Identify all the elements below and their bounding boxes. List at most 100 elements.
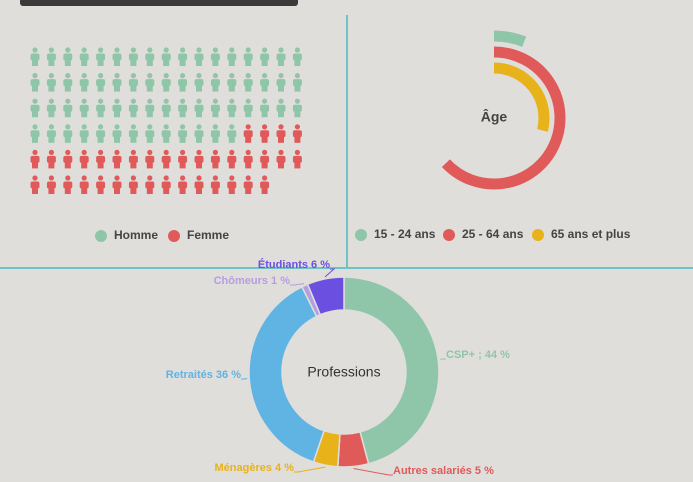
icon-body <box>30 181 40 189</box>
icon-head <box>278 73 284 79</box>
icon-body <box>178 155 188 163</box>
person-icon <box>161 149 171 169</box>
icon-head <box>32 124 38 130</box>
icon-body <box>79 79 89 87</box>
icon-head <box>262 98 268 104</box>
icon-head <box>130 175 136 181</box>
icon-body <box>227 155 237 163</box>
data-label: Ménagères 4 % <box>215 462 295 474</box>
icon-body <box>210 53 220 61</box>
icon-legs <box>146 110 153 118</box>
person-icon <box>161 98 171 118</box>
icon-body <box>112 130 122 138</box>
icon-body <box>96 79 106 87</box>
person-icon <box>79 98 89 118</box>
icon-head <box>180 124 186 130</box>
person-icon <box>210 124 220 143</box>
icon-head <box>229 98 235 104</box>
icon-head <box>81 175 87 181</box>
leader-line <box>290 283 305 286</box>
icon-body <box>292 104 302 112</box>
person-icon <box>46 175 56 194</box>
icon-head <box>130 149 136 155</box>
icon-body <box>128 53 138 61</box>
icon-legs <box>294 161 301 169</box>
icon-legs <box>130 110 137 118</box>
icon-head <box>212 73 218 79</box>
person-icon <box>46 47 56 66</box>
icon-body <box>194 104 204 112</box>
icon-legs <box>32 110 38 118</box>
icon-body <box>292 53 302 61</box>
icon-legs <box>64 110 71 118</box>
person-icon <box>161 175 171 194</box>
legend-label: 15 - 24 ans <box>374 227 436 241</box>
icon-head <box>48 149 55 155</box>
person-icon <box>194 98 204 118</box>
icon-body <box>243 130 253 138</box>
icon-head <box>294 149 300 155</box>
icon-head <box>81 47 87 53</box>
radial-bar <box>493 62 550 132</box>
icon-body <box>145 79 155 87</box>
person-icon <box>260 47 270 66</box>
icon-head <box>278 124 284 130</box>
person-icon <box>96 73 106 92</box>
icon-head <box>130 124 136 130</box>
icon-legs <box>64 161 71 169</box>
icon-legs <box>130 59 137 66</box>
radial-bar <box>493 30 527 47</box>
person-icon <box>276 149 286 169</box>
person-icon <box>227 98 237 118</box>
icon-legs <box>228 84 235 92</box>
person-icon <box>30 98 40 118</box>
icon-head <box>163 98 169 104</box>
icon-legs <box>278 161 284 169</box>
icon-body <box>63 79 73 87</box>
icon-head <box>245 149 251 155</box>
icon-legs <box>196 161 202 169</box>
legend-label: Femme <box>187 228 229 242</box>
icon-body <box>145 130 155 138</box>
icon-head <box>81 124 87 130</box>
icon-legs <box>64 135 71 143</box>
icon-body <box>161 79 171 87</box>
person-icon <box>260 73 270 92</box>
icon-legs <box>245 135 252 143</box>
leader-line <box>294 466 326 473</box>
icon-body <box>276 104 286 112</box>
icon-body <box>178 79 188 87</box>
person-icon <box>276 124 286 143</box>
person-icon <box>227 175 237 194</box>
person-icon <box>260 98 270 118</box>
icon-legs <box>81 59 88 66</box>
icon-legs <box>130 84 137 92</box>
person-icon <box>63 98 73 118</box>
person-icon <box>63 175 73 194</box>
icon-head <box>147 149 153 155</box>
icon-body <box>227 104 237 112</box>
icon-body <box>145 155 155 163</box>
icon-head <box>114 47 120 53</box>
icon-body <box>30 53 40 61</box>
icon-legs <box>212 110 219 118</box>
person-icon <box>210 175 220 194</box>
icon-legs <box>245 187 252 194</box>
icon-head <box>32 73 38 79</box>
icon-head <box>98 149 104 155</box>
person-icon <box>178 47 188 66</box>
icon-legs <box>245 161 252 169</box>
person-icon <box>63 47 73 66</box>
icon-legs <box>32 135 38 143</box>
person-icon <box>194 175 204 194</box>
legend-swatch <box>443 229 455 241</box>
icon-legs <box>114 135 120 143</box>
icon-body <box>46 53 56 61</box>
icon-head <box>98 47 104 53</box>
legend-label: 65 ans et plus <box>551 227 631 241</box>
person-icon <box>210 98 220 118</box>
icon-body <box>46 181 56 189</box>
icon-head <box>180 47 186 53</box>
data-label: Chômeurs 1 % <box>214 275 291 287</box>
icon-legs <box>278 84 284 92</box>
